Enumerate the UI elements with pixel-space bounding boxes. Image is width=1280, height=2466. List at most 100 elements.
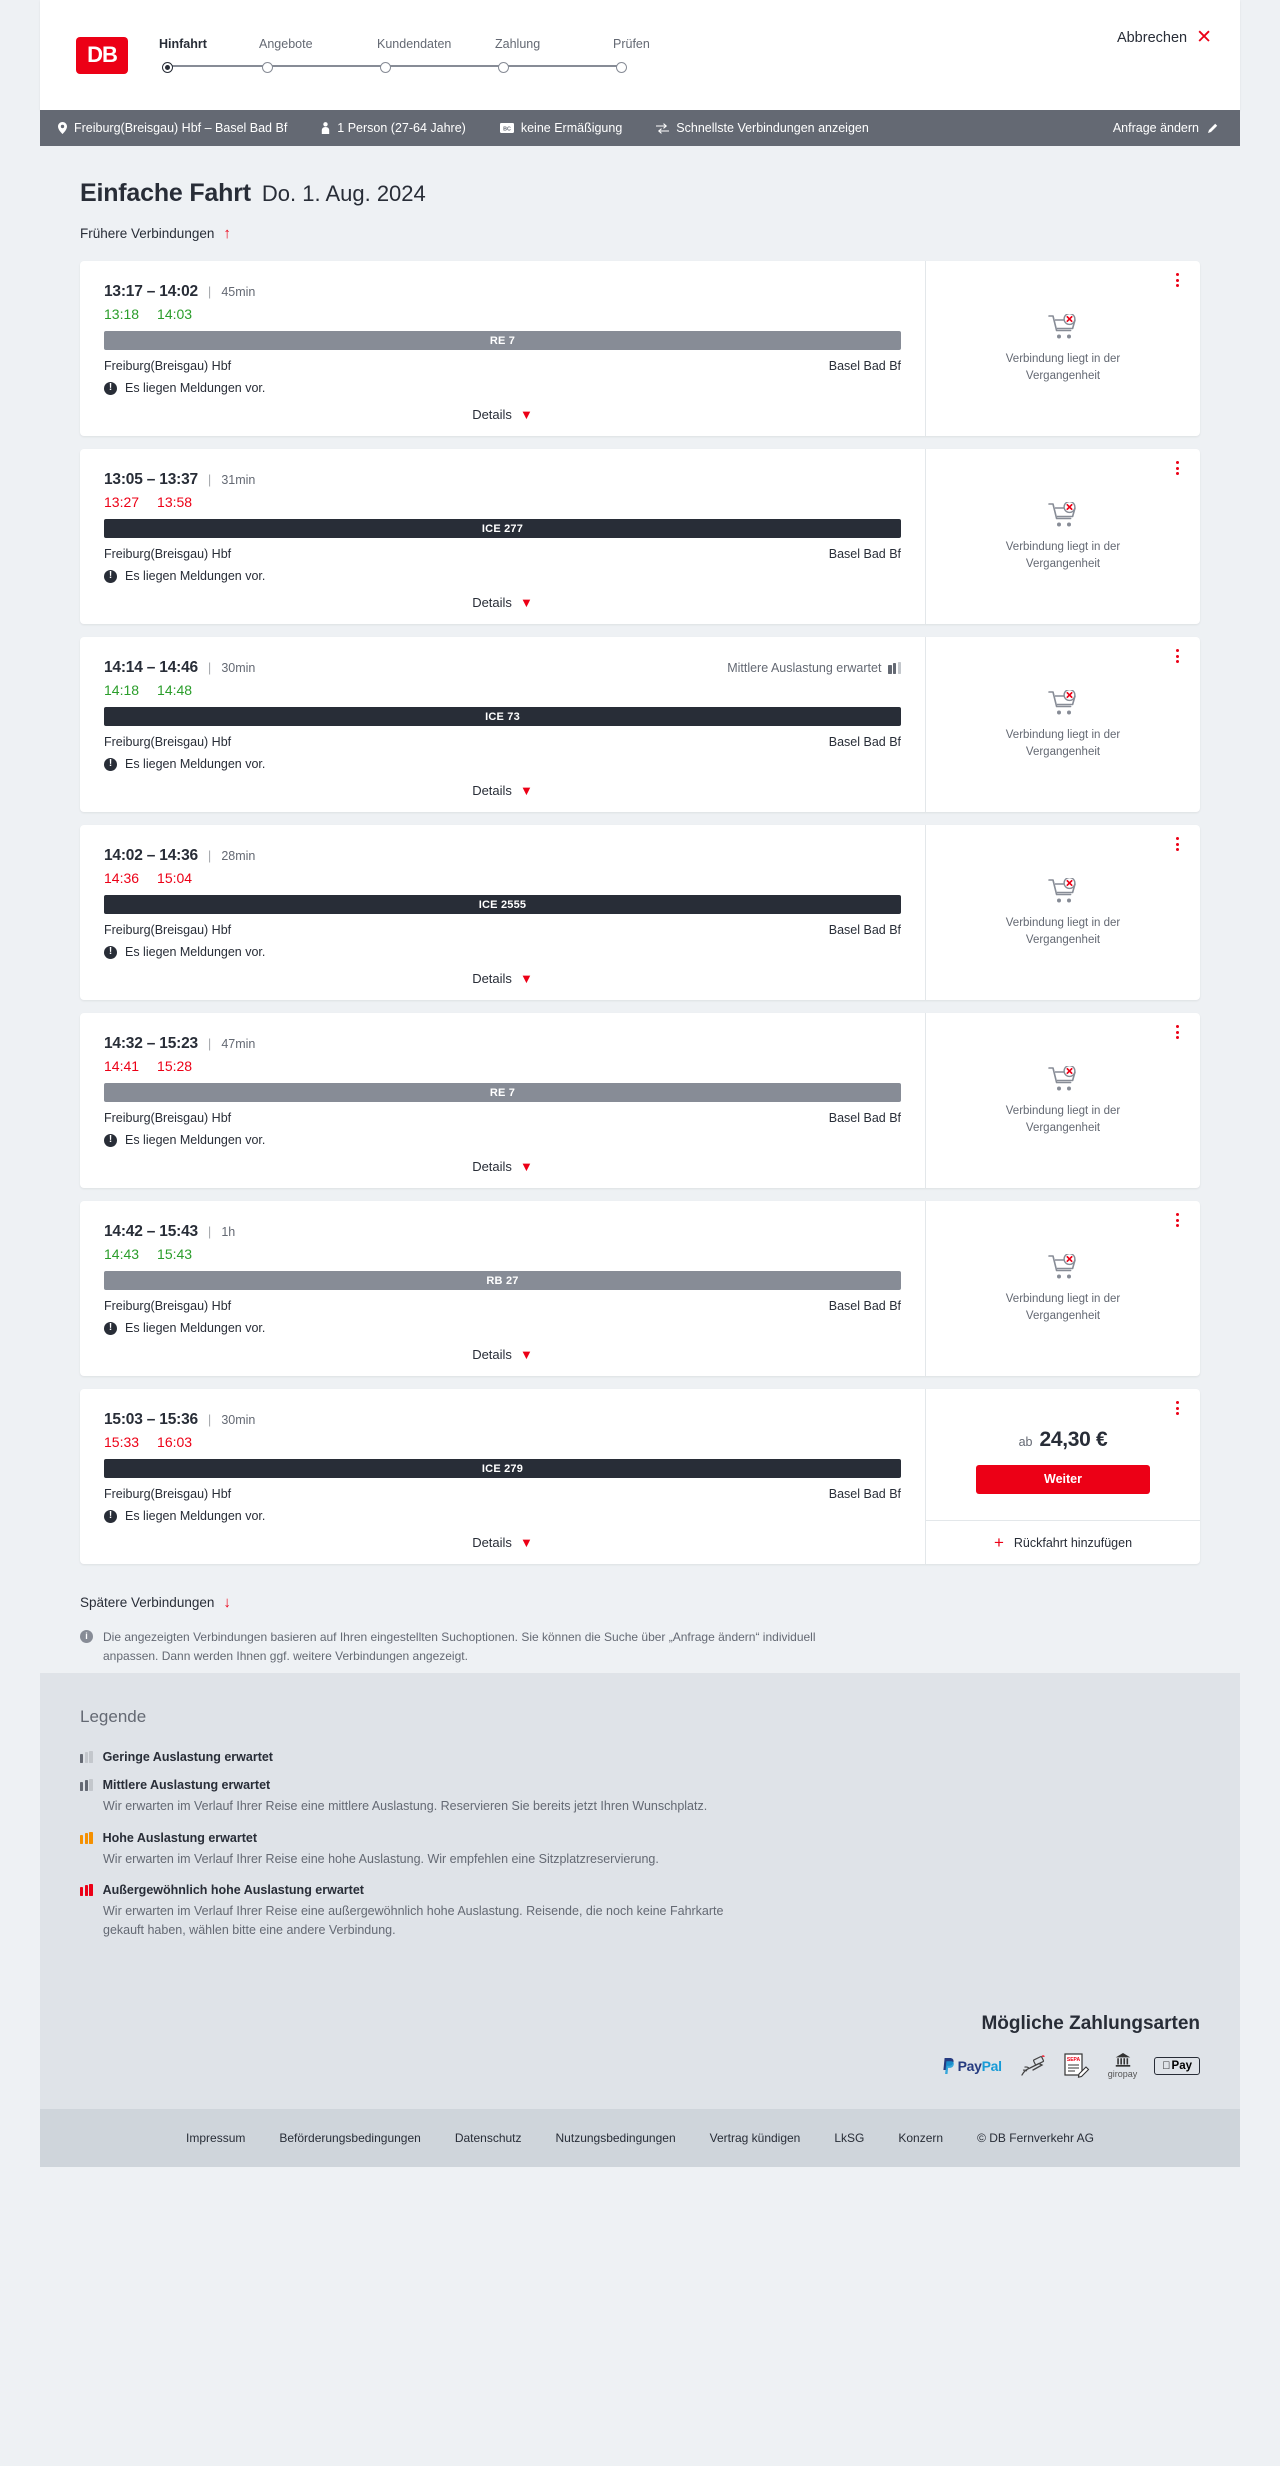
footer-link[interactable]: Konzern — [898, 2130, 944, 2145]
footer-link[interactable]: LkSG — [834, 2130, 865, 2145]
legend-item-description: Wir erwarten im Verlauf Ihrer Reise eine… — [103, 1851, 659, 1866]
actual-departure-time: 15:33 — [104, 1434, 140, 1450]
page-title-text: Einfache Fahrt — [80, 179, 251, 207]
details-toggle[interactable]: Details ▼ — [472, 407, 533, 422]
more-options-button[interactable] — [1176, 273, 1179, 287]
details-toggle[interactable]: Details ▼ — [472, 971, 533, 986]
footer-link[interactable]: Datenschutz — [454, 2130, 522, 2145]
connection-card[interactable]: 13:17 – 14:02 | 45min 13:18 14:03 RE 7 Freibur… — [80, 261, 1200, 436]
warning-icon: ! — [104, 757, 117, 771]
cancel-label: Abbrechen — [1116, 29, 1188, 46]
details-row: Details ▼ — [104, 395, 901, 422]
step-dot — [162, 62, 173, 73]
more-options-button[interactable] — [1176, 649, 1179, 663]
footer-link[interactable]: Nutzungsbedingungen — [555, 2130, 676, 2145]
step-prüfen[interactable]: Prüfen — [612, 37, 730, 73]
details-toggle[interactable]: Details ▼ — [472, 1347, 533, 1362]
service-notice-text: Es liegen Meldungen vor. — [125, 569, 266, 583]
continue-button[interactable]: Weiter — [976, 1464, 1150, 1494]
origin-station: Freiburg(Breisgau) Hbf — [104, 1487, 232, 1501]
connection-action-panel: Verbindung liegt in der Vergangenheit — [926, 1013, 1200, 1188]
service-notice[interactable]: ! Es liegen Meldungen vor. — [104, 945, 901, 959]
time-separator: | — [207, 472, 212, 487]
step-label: Hinfahrt — [159, 37, 207, 51]
service-notice[interactable]: ! Es liegen Meldungen vor. — [104, 1509, 901, 1523]
details-toggle[interactable]: Details ▼ — [472, 1159, 533, 1174]
warning-icon: ! — [104, 1133, 117, 1147]
close-icon: ✕ — [1196, 27, 1212, 48]
direct-debit-icon — [1019, 2053, 1046, 2079]
app-header: DB Hinfahrt Angebote Kundendaten Zahlung Prü… — [40, 0, 1240, 110]
details-toggle[interactable]: Details ▼ — [472, 595, 533, 610]
bank-building-icon — [1115, 2052, 1130, 2067]
warning-icon: ! — [104, 381, 117, 395]
actual-times: 14:36 15:04 — [104, 870, 901, 886]
step-kundendaten[interactable]: Kundendaten — [376, 37, 502, 73]
stations-row: Freiburg(Breisgau) Hbf Basel Bad Bf — [104, 1111, 901, 1125]
details-toggle[interactable]: Details ▼ — [472, 783, 533, 798]
duration: 30min — [221, 661, 256, 675]
details-label: Details — [472, 783, 512, 798]
warning-icon: ! — [104, 1509, 117, 1523]
criteria-sorting[interactable]: Schnellste Verbindungen anzeigen — [656, 121, 869, 135]
service-notice[interactable]: ! Es liegen Meldungen vor. — [104, 569, 901, 583]
cart-unavailable-icon — [1048, 502, 1076, 527]
details-row: Details ▼ — [104, 1147, 901, 1174]
destination-station: Basel Bad Bf — [828, 359, 901, 373]
past-connection-block: Verbindung liegt in der Vergangenheit — [948, 647, 1178, 798]
connection-time-row: 13:05 – 13:37 | 31min — [104, 471, 901, 489]
actual-arrival-time: 14:48 — [157, 682, 193, 698]
modify-search-button[interactable]: Anfrage ändern — [1113, 121, 1218, 135]
connection-details: 14:02 – 14:36 | 28min 14:36 15:04 ICE 2555 Fre… — [80, 825, 926, 1000]
connection-card[interactable]: 14:32 – 15:23 | 47min 14:41 15:28 RE 7 Freibur… — [80, 1013, 1200, 1188]
service-notice-text: Es liegen Meldungen vor. — [125, 945, 266, 959]
cancel-button[interactable]: Abbrechen ✕ — [1117, 28, 1212, 47]
more-options-button[interactable] — [1176, 1025, 1179, 1039]
payment-methods-section: Mögliche Zahlungsarten PayPal SEPA — [40, 1994, 1240, 2109]
criteria-discount[interactable]: BC keine Ermäßigung — [499, 121, 622, 135]
actual-arrival-time: 15:04 — [157, 870, 193, 886]
footer-link[interactable]: Vertrag kündigen — [709, 2130, 801, 2145]
actual-arrival-time: 15:43 — [157, 1246, 193, 1262]
service-notice[interactable]: ! Es liegen Meldungen vor. — [104, 381, 901, 395]
step-hinfahrt[interactable]: Hinfahrt — [158, 37, 284, 73]
details-label: Details — [472, 407, 512, 422]
details-toggle[interactable]: Details ▼ — [472, 1535, 533, 1550]
step-zahlung[interactable]: Zahlung — [494, 37, 620, 73]
service-notice[interactable]: ! Es liegen Meldungen vor. — [104, 757, 901, 771]
more-options-button[interactable] — [1176, 461, 1179, 475]
criteria-route[interactable]: Freiburg(Breisgau) Hbf – Basel Bad Bf — [58, 121, 287, 135]
origin-station: Freiburg(Breisgau) Hbf — [104, 735, 232, 749]
more-options-button[interactable] — [1176, 837, 1179, 851]
connection-card[interactable]: 15:03 – 15:36 | 30min 15:33 16:03 ICE 279 Frei… — [80, 1389, 1200, 1564]
info-icon: i — [80, 1630, 93, 1643]
past-connection-text: Verbindung liegt in der Vergangenheit — [1005, 729, 1121, 758]
add-return-trip-button[interactable]: + Rückfahrt hinzufügen — [926, 1520, 1200, 1564]
search-info-note: i Die angezeigten Verbindungen basieren … — [80, 1628, 840, 1665]
giropay-label: giropay — [1107, 2068, 1138, 2079]
more-options-button[interactable] — [1176, 1401, 1179, 1415]
connection-card[interactable]: 14:42 – 15:43 | 1h 14:43 15:43 RB 27 Freiburg(… — [80, 1201, 1200, 1376]
later-connections-link[interactable]: Spätere Verbindungen ↓ — [80, 1595, 231, 1610]
time-separator: | — [207, 1224, 212, 1239]
chevron-down-icon: ▼ — [519, 1535, 533, 1550]
hand-card-icon — [1021, 2055, 1045, 2076]
footer-link[interactable]: Beförderungsbedingungen — [279, 2130, 421, 2145]
connection-details: 13:17 – 14:02 | 45min 13:18 14:03 RE 7 Freibur… — [80, 261, 926, 436]
actual-departure-time: 13:27 — [104, 494, 140, 510]
service-notice[interactable]: ! Es liegen Meldungen vor. — [104, 1321, 901, 1335]
step-angebote[interactable]: Angebote — [258, 37, 384, 73]
connection-card[interactable]: 14:02 – 14:36 | 28min 14:36 15:04 ICE 2555 Fre… — [80, 825, 1200, 1000]
earlier-connections-link[interactable]: Frühere Verbindungen ↑ — [80, 226, 231, 241]
service-notice-text: Es liegen Meldungen vor. — [125, 1321, 266, 1335]
service-notice[interactable]: ! Es liegen Meldungen vor. — [104, 1133, 901, 1147]
connection-card[interactable]: 13:05 – 13:37 | 31min 13:27 13:58 ICE 277 Frei… — [80, 449, 1200, 624]
arrow-down-icon: ↓ — [223, 1594, 231, 1611]
person-icon — [322, 122, 330, 134]
connection-card[interactable]: 14:14 – 14:46 | 30min Mittlere Auslastung e… — [80, 637, 1200, 812]
footer-link[interactable]: Impressum — [186, 2130, 246, 2145]
past-connection-block: Verbindung liegt in der Vergangenheit — [948, 1023, 1178, 1174]
legend-item-label: Geringe Auslastung erwartet — [102, 1750, 273, 1765]
more-options-button[interactable] — [1176, 1213, 1179, 1227]
criteria-passengers[interactable]: 1 Person (27-64 Jahre) — [321, 121, 466, 135]
